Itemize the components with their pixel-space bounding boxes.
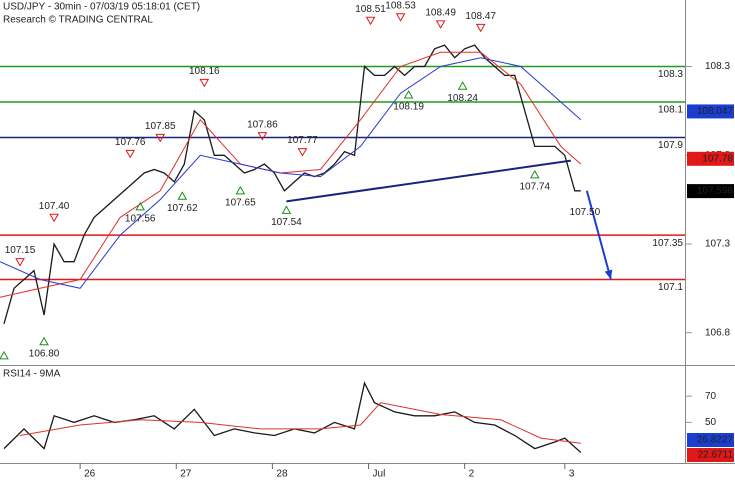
x-tick-label: 3 [569,469,575,480]
x-tick-label: 27 [180,469,192,480]
resistance-marker [49,213,59,223]
support-marker [177,191,188,200]
price-tag [687,448,734,462]
support-marker [281,205,292,214]
trendline [286,159,571,203]
price-tag [687,151,734,166]
chart-subtitle: Research © TRADING CENTRAL [3,15,153,26]
peak-label: 107.76 [115,137,146,148]
trough-label: 106.80 [29,348,60,359]
series-line [0,57,582,289]
peak-label: 108.49 [425,7,456,18]
arrow-head [604,269,613,280]
resistance-marker [395,13,406,22]
series-line [3,381,582,453]
price-tag-label: 108.047 [697,106,734,117]
trough-label: 107.74 [519,182,550,193]
x-tick-label: 26 [84,469,96,480]
y-tick-label: 107.3 [705,239,730,250]
resistance-marker [199,78,210,88]
level-label: 108.1 [658,105,683,116]
price-tag-label: 107.598 [697,186,734,197]
support-marker [235,185,246,195]
trough-label: 107.62 [167,203,198,214]
resistance-marker [155,133,166,143]
peak-label: 107.40 [39,201,70,212]
level-label: 108.3 [658,69,683,80]
peak-label: 108.51 [355,4,386,15]
chart-title: USD/JPY - 30min - 07/03/19 05:18:01 (CET… [3,2,200,13]
peak-label: 107.15 [5,245,36,256]
price-tag-label: 107.78 [702,153,733,164]
series-line [3,44,581,324]
support-marker [135,201,146,211]
resistance-marker [365,16,376,26]
resistance-marker [15,258,25,267]
price-tag-label: 22.6711 [698,450,734,461]
resistance-marker [125,149,136,159]
resistance-marker [435,20,446,29]
peak-label: 107.77 [287,135,318,146]
forecast-arrow [585,190,612,280]
y-tick-label: 50 [705,417,717,428]
price-tag [687,433,734,447]
y-tick-label: 70 [705,391,717,402]
price-tag [687,184,734,199]
support-marker [403,90,414,99]
support-marker [39,336,49,346]
level-note: 107.50 [570,207,601,218]
y-tick-label: 106.8 [705,327,730,338]
peak-label: 108.53 [385,0,416,11]
x-tick-label: Jul [373,469,386,480]
series-line [0,51,582,298]
resistance-marker [297,148,308,157]
level-label: 107.9 [658,140,683,151]
peak-label: 108.16 [189,66,220,77]
support-marker [529,169,540,179]
price-tag-label: 26.8227 [697,435,734,446]
support-marker [457,81,468,90]
trough-label: 107.54 [271,217,302,228]
level-label: 107.1 [658,282,683,293]
support-marker [0,350,9,360]
trough-label: 107.56 [125,213,156,224]
peak-label: 107.86 [247,119,278,130]
peak-label: 108.47 [465,11,496,22]
series-line [19,402,581,444]
y-tick-label: 108.3 [705,61,730,72]
peak-label: 107.85 [145,121,176,132]
resistance-marker [475,23,486,33]
x-tick-label: 2 [469,469,475,480]
level-label: 107.35 [652,238,683,249]
resistance-marker [257,132,268,141]
rsi-title: RSI14 - 9MA [3,369,61,380]
trough-label: 107.65 [225,198,256,209]
trough-label: 108.19 [393,102,424,113]
trough-label: 108.24 [447,93,478,104]
price-tag [687,104,734,119]
x-tick-label: 28 [276,469,288,480]
